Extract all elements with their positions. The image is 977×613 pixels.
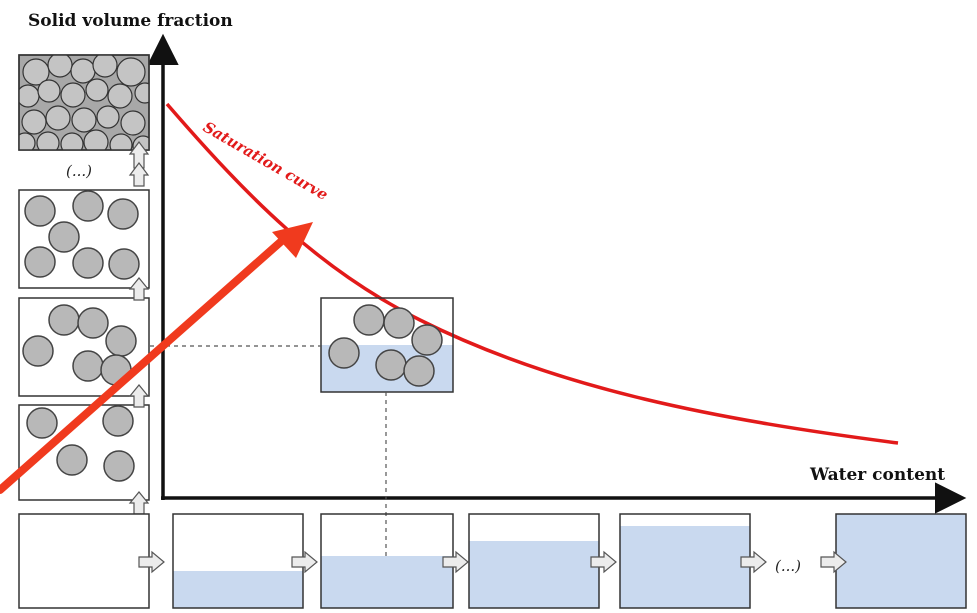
up-arrow bbox=[128, 491, 150, 515]
water-box-full bbox=[835, 513, 967, 609]
y-axis-label: Solid volume fraction bbox=[28, 11, 233, 31]
right-arrow bbox=[442, 550, 469, 574]
vertical-sequence: (...) bbox=[18, 54, 150, 515]
red-pointer-arrow bbox=[0, 222, 313, 494]
up-arrow bbox=[128, 162, 150, 187]
right-arrow bbox=[291, 550, 318, 574]
saturation-curve bbox=[165, 102, 899, 445]
horizontal-ellipsis: (...) bbox=[775, 557, 801, 575]
vertical-ellipsis: (...) bbox=[66, 162, 92, 180]
right-arrow bbox=[138, 550, 165, 574]
up-arrow bbox=[128, 384, 150, 408]
right-arrow bbox=[740, 550, 767, 574]
horizontal-sequence: (...) bbox=[18, 513, 967, 609]
water-box-empty bbox=[18, 513, 150, 609]
up-arrow bbox=[128, 141, 150, 169]
up-arrow bbox=[128, 277, 150, 301]
right-arrow bbox=[590, 550, 617, 574]
right-arrow bbox=[820, 550, 847, 574]
x-axis-label: Water content bbox=[809, 465, 945, 485]
partially-saturated-box bbox=[320, 297, 454, 393]
